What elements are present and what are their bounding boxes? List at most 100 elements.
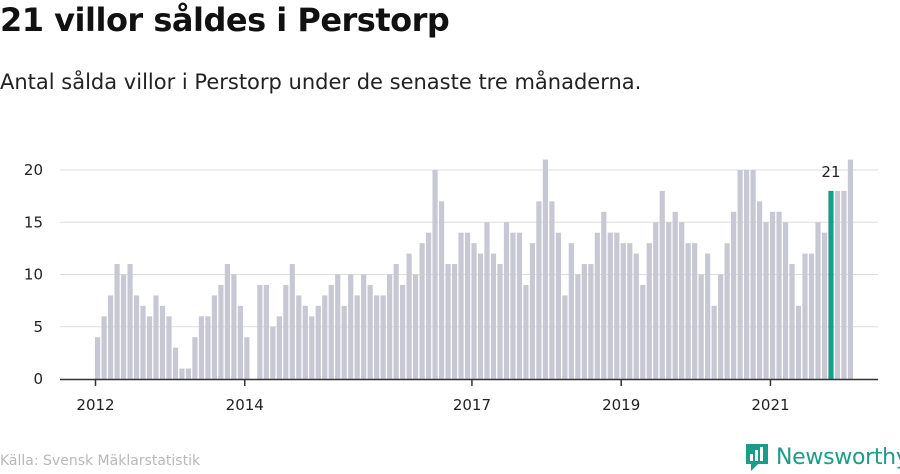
bar	[776, 211, 782, 379]
bar	[490, 253, 497, 379]
bar	[458, 232, 464, 379]
bar	[341, 305, 347, 379]
bar	[666, 222, 672, 379]
bar	[529, 243, 536, 379]
bars	[95, 159, 854, 379]
y-tick-label: 5	[33, 318, 43, 336]
bar	[802, 253, 808, 379]
bar	[296, 295, 302, 379]
bar	[270, 326, 276, 379]
x-tick-label: 2021	[751, 396, 789, 414]
bar	[523, 284, 529, 379]
bar	[192, 337, 198, 379]
source-note: Källa: Svensk Mäklarstatistik	[0, 453, 201, 469]
y-tick-label: 0	[33, 370, 43, 388]
bar	[120, 274, 127, 379]
bar	[445, 264, 451, 379]
bar	[718, 274, 724, 379]
bar	[432, 170, 438, 379]
bar	[146, 316, 153, 379]
bar	[763, 222, 769, 379]
bar	[692, 243, 698, 379]
bar	[620, 243, 626, 379]
bar	[497, 264, 503, 379]
bar	[387, 274, 393, 379]
bar	[542, 159, 549, 379]
x-axis: 2012 2014 2017 2019 2021	[60, 378, 878, 414]
chart-subtitle: Antal sålda villor i Perstorp under de s…	[0, 70, 642, 94]
bar	[224, 264, 230, 379]
bar	[653, 222, 659, 379]
bar	[380, 295, 386, 379]
bar	[627, 243, 633, 379]
bar	[185, 368, 192, 379]
bar	[847, 159, 854, 379]
bar	[451, 264, 458, 379]
bar	[821, 232, 828, 379]
bar	[172, 347, 179, 379]
bar	[744, 170, 750, 379]
y-tick-label: 10	[24, 266, 43, 284]
bar	[633, 253, 639, 379]
bar	[815, 222, 821, 379]
bar	[581, 264, 587, 379]
bar	[705, 253, 711, 379]
bar	[808, 253, 815, 379]
bar-chart: 0 5 10 15 20 2012 2014 2017 2019 2021 21	[24, 159, 878, 414]
bar	[640, 284, 646, 379]
bar	[672, 211, 678, 379]
bar	[95, 337, 101, 379]
bar	[750, 170, 756, 379]
y-tick-label: 20	[24, 161, 43, 179]
bar	[348, 274, 354, 379]
bar	[588, 264, 594, 379]
bar	[769, 211, 776, 379]
bar	[782, 222, 789, 379]
bar	[302, 305, 308, 379]
bar	[477, 253, 484, 379]
brand-name: Newsworthy	[776, 444, 900, 470]
bar	[510, 232, 516, 379]
bar	[503, 222, 510, 379]
bar	[471, 243, 477, 379]
bar	[335, 274, 341, 379]
bar	[516, 232, 523, 379]
bar	[484, 222, 490, 379]
bar	[166, 316, 172, 379]
y-tick-label: 15	[24, 213, 43, 231]
bar	[659, 190, 665, 379]
bar	[133, 295, 140, 379]
bar	[218, 284, 224, 379]
bar	[419, 243, 425, 379]
bar	[575, 274, 581, 379]
bar	[406, 253, 412, 379]
bar	[198, 316, 205, 379]
bar	[393, 264, 399, 379]
bar	[237, 305, 243, 379]
bar	[614, 232, 620, 379]
bar	[179, 368, 185, 379]
brand-logo: Newsworthy	[744, 440, 900, 474]
bar	[737, 170, 743, 379]
bar	[211, 295, 218, 379]
bar	[328, 284, 334, 379]
bar	[698, 274, 704, 379]
bar	[789, 264, 795, 379]
bar	[231, 274, 237, 379]
bar	[244, 337, 250, 379]
x-tick-label: 2014	[226, 396, 264, 414]
bar	[315, 305, 321, 379]
bar	[374, 295, 380, 379]
bar	[679, 222, 685, 379]
bar	[756, 201, 763, 379]
newsworthy-logo-icon	[746, 444, 768, 471]
x-tick-label: 2019	[602, 396, 640, 414]
bar-highlight	[828, 190, 834, 379]
bar	[257, 284, 263, 379]
bar	[646, 243, 652, 379]
bar	[464, 232, 471, 379]
bar	[205, 316, 211, 379]
bar	[367, 284, 373, 379]
bar	[400, 284, 406, 379]
bar	[549, 201, 555, 379]
